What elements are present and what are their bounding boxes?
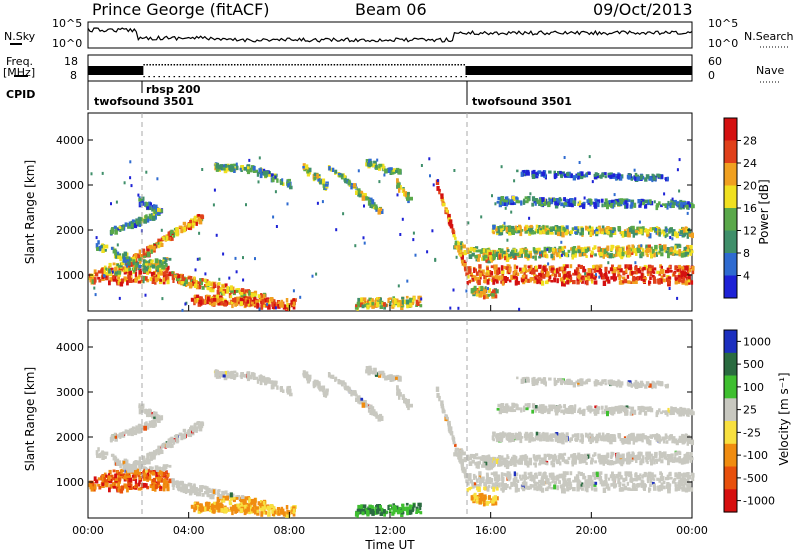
- freq-tick-top: 18: [64, 55, 78, 68]
- ytick-label: 1000: [56, 269, 84, 282]
- velocity-xlabel: Time UT: [364, 538, 415, 552]
- power-colorbar-tick: 24: [743, 157, 757, 170]
- xtick-label: 04:00: [173, 524, 205, 537]
- nave-tick-bottom: 0: [708, 69, 715, 82]
- velocity-colorbar-tick: -1000: [743, 495, 775, 508]
- nsky-tick-bottom: 10^0: [52, 37, 83, 50]
- xtick-label: 12:00: [374, 524, 406, 537]
- power-colorbar-tick: 20: [743, 180, 757, 193]
- velocity-yticks: 1000 2000 3000 4000: [56, 341, 692, 489]
- power-panel: 1000 2000 3000 4000: [56, 112, 695, 312]
- ytick-label: 1000: [56, 476, 84, 489]
- power-colorbar-tick: 16: [743, 202, 757, 215]
- velocity-colorbar-tick: -25: [743, 426, 761, 439]
- cpid-segment-2: rbsp 200: [146, 83, 201, 96]
- power-colorbar-tick: 12: [743, 225, 757, 238]
- nsky-label: N.Sky: [4, 30, 36, 43]
- freq-trace: [88, 64, 692, 78]
- station-title: Prince George (fitACF): [92, 0, 270, 19]
- freq-tick-bottom: 8: [70, 69, 77, 82]
- cpid-segment-3: twofsound 3501: [472, 95, 572, 108]
- freq-label: Freq.: [6, 55, 34, 68]
- nsky-trace: [87, 27, 693, 43]
- date-title: 09/Oct/2013: [593, 0, 693, 19]
- ytick-label: 3000: [56, 179, 84, 192]
- power-colorbar: 28 24 20 16 12 8 4: [723, 117, 757, 299]
- nave-label: Nave: [756, 64, 785, 77]
- xtick-label: 16:00: [475, 524, 507, 537]
- ytick-label: 2000: [56, 431, 84, 444]
- velocity-colorbar: 1000 500 100 25 -25 -100 -500 -1000: [723, 329, 775, 513]
- xtick-label: 00:00: [676, 524, 708, 537]
- velocity-xticks: 00:00 04:00 08:00 12:00 16:00 20:00 00:00: [72, 512, 708, 537]
- power-colorbar-tick: 4: [743, 270, 750, 283]
- velocity-panel: 1000 2000 3000 4000 00:00 04:00 08:00 12:00 16:…: [56, 319, 708, 537]
- cpid-label: CPID: [6, 88, 36, 101]
- velocity-ylabel: Slant Range [km]: [23, 367, 37, 471]
- power-colorbar-tick: 28: [743, 135, 757, 148]
- velocity-cells: [88, 365, 695, 518]
- power-ylabel: Slant Range [km]: [23, 160, 37, 264]
- ytick-label: 3000: [56, 386, 84, 399]
- nsearch-tick-bottom: 10^0: [708, 37, 739, 50]
- velocity-colorbar-tick: 1000: [743, 335, 771, 348]
- nsearch-tick-top: 10^5: [708, 17, 739, 30]
- ytick-label: 4000: [56, 341, 84, 354]
- velocity-colorbar-tick: 25: [743, 404, 757, 417]
- xtick-label: 00:00: [72, 524, 104, 537]
- velocity-colorbar-tick: 500: [743, 358, 764, 371]
- velocity-colorbar-tick: -100: [743, 449, 768, 462]
- ytick-label: 2000: [56, 224, 84, 237]
- nave-tick-top: 60: [708, 55, 722, 68]
- nsky-tick-top: 10^5: [52, 17, 83, 30]
- power-cells: [88, 155, 695, 312]
- cpid-segment-1: twofsound 3501: [94, 95, 194, 108]
- xtick-label: 20:00: [575, 524, 607, 537]
- xtick-label: 08:00: [273, 524, 305, 537]
- ytick-label: 4000: [56, 134, 84, 147]
- beam-title: Beam 06: [355, 0, 427, 19]
- power-colorbar-label: Power [dB]: [757, 179, 771, 244]
- velocity-colorbar-tick: 100: [743, 381, 764, 394]
- velocity-colorbar-tick: -500: [743, 472, 768, 485]
- nsky-panel-frame: [87, 21, 693, 49]
- nsearch-label: N.Search: [744, 30, 794, 43]
- power-yticks: 1000 2000 3000 4000: [56, 134, 692, 282]
- velocity-colorbar-label: Velocity [m s⁻¹]: [777, 372, 791, 465]
- power-colorbar-tick: 8: [743, 247, 750, 260]
